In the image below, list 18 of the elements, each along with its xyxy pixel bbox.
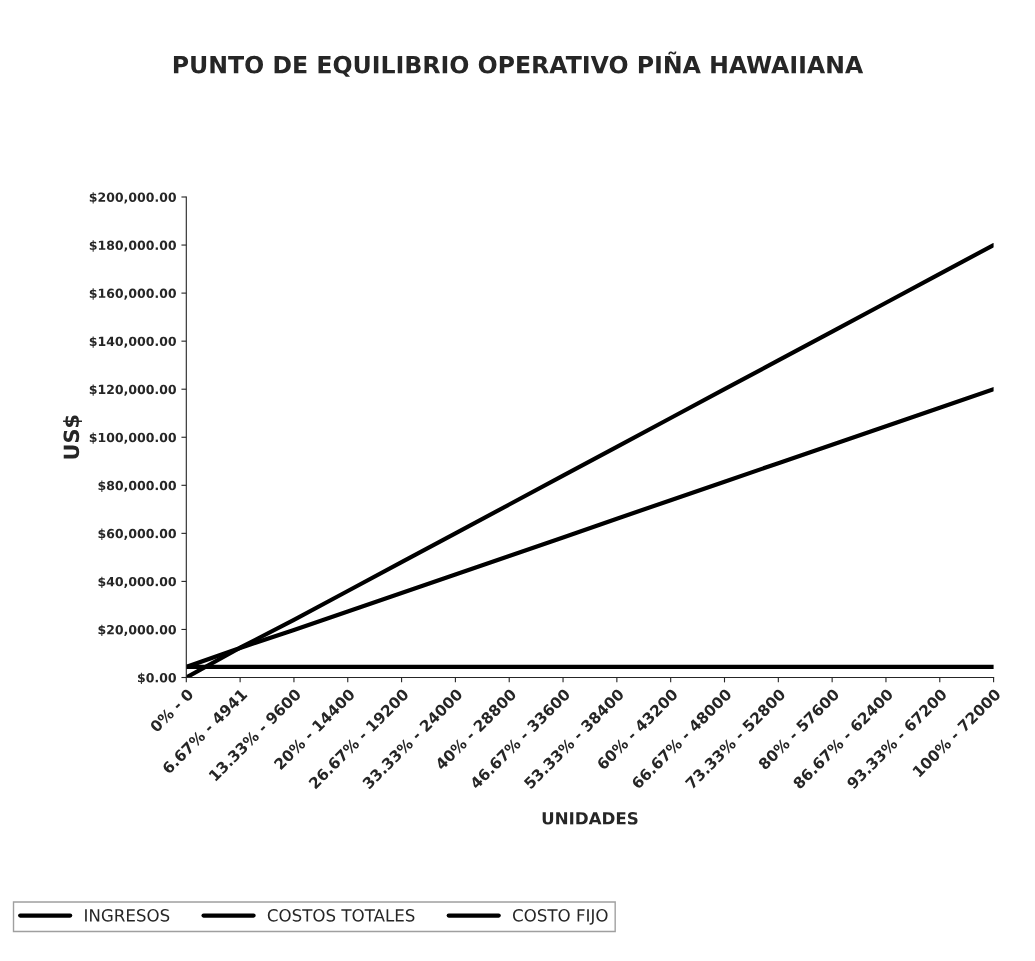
x-tick-label: 0% - 0 [149,687,195,733]
y-tick-label: $160,000.00 [89,288,176,300]
legend-label: INGRESOS [85,909,170,922]
legend-label: COSTO FIJO [512,909,608,925]
y-tick-label: $80,000.00 [98,480,176,492]
x-axis-title: UNIDADES [542,812,638,825]
legend-label: COSTOS TOTALES [267,909,415,922]
y-axis-title: US$ [63,415,82,459]
y-tick-label: $0.00 [138,672,176,685]
chart-title: PUNTO DE EQUILIBRIO OPERATIVO PIÑA HAWAIIANA [173,51,864,77]
y-tick-label: $100,000.00 [89,432,176,444]
y-tick-label: $140,000.00 [89,336,176,348]
y-tick-label: $60,000.00 [98,528,176,540]
y-tick-label: $120,000.00 [89,384,176,396]
y-tick-label: $180,000.00 [89,240,176,252]
y-tick-label: $200,000.00 [89,192,176,204]
y-tick-label: $40,000.00 [98,576,176,588]
y-tick-label: $20,000.00 [98,624,176,637]
